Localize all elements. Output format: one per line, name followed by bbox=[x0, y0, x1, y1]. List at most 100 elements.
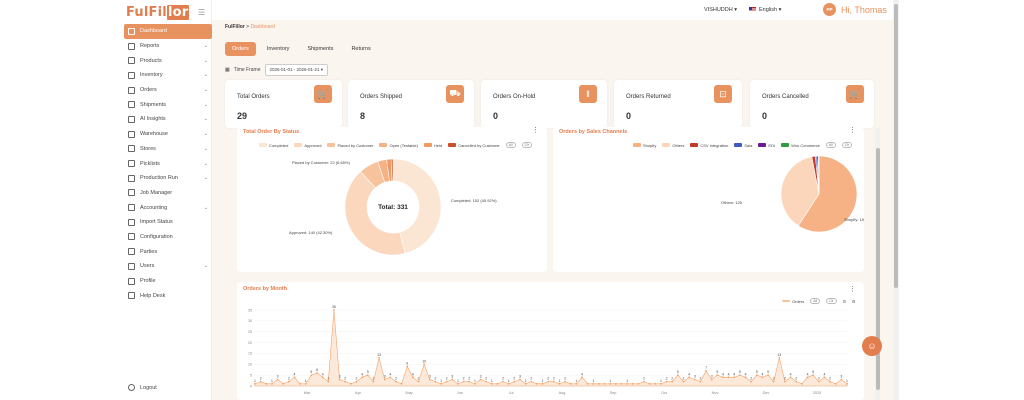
data-point[interactable] bbox=[383, 378, 386, 381]
breadcrumb-root[interactable]: FulFillor bbox=[225, 24, 245, 30]
data-point[interactable] bbox=[761, 376, 764, 379]
legend-item[interactable]: Others bbox=[662, 143, 684, 148]
data-point[interactable] bbox=[333, 309, 335, 311]
data-point[interactable] bbox=[338, 378, 341, 381]
data-point[interactable] bbox=[564, 380, 566, 383]
data-point[interactable] bbox=[496, 382, 499, 385]
more-options-icon[interactable]: ⋮ bbox=[849, 127, 856, 134]
data-point[interactable] bbox=[417, 380, 420, 383]
data-point[interactable] bbox=[654, 382, 657, 385]
data-point[interactable] bbox=[823, 376, 826, 379]
sidebar-item-ai-insights[interactable]: AI Insights ⌄ bbox=[124, 112, 212, 127]
card-orders-shipped[interactable]: Orders Shipped 8 ⛟ bbox=[348, 80, 474, 128]
data-point[interactable] bbox=[727, 376, 730, 379]
data-point[interactable] bbox=[502, 380, 504, 383]
data-point[interactable] bbox=[733, 376, 736, 379]
data-point[interactable] bbox=[722, 376, 724, 379]
data-point[interactable] bbox=[490, 382, 493, 385]
data-point[interactable] bbox=[660, 382, 662, 385]
data-point[interactable] bbox=[637, 382, 640, 385]
sidebar-item-stores[interactable]: Stores ⌄ bbox=[124, 142, 212, 157]
data-point[interactable] bbox=[411, 376, 414, 379]
data-point[interactable] bbox=[800, 382, 803, 385]
sidebar-item-shipments[interactable]: Shipments ⌄ bbox=[124, 97, 212, 112]
data-point[interactable] bbox=[688, 376, 691, 379]
data-point[interactable] bbox=[648, 382, 651, 385]
data-point[interactable] bbox=[547, 380, 550, 383]
data-point[interactable] bbox=[626, 382, 629, 385]
card-orders-returned[interactable]: Orders Returned 0 ⊡ bbox=[614, 80, 742, 128]
data-point[interactable] bbox=[299, 382, 302, 385]
legend-item[interactable]: Placed by Customer bbox=[327, 143, 373, 148]
data-point[interactable] bbox=[293, 376, 296, 379]
data-point[interactable] bbox=[614, 382, 617, 385]
data-point[interactable] bbox=[316, 372, 318, 374]
sidebar-item-import-status[interactable]: Import Status bbox=[124, 215, 212, 230]
card-orders-cancelled[interactable]: Orders Cancelled 0 🛒 bbox=[750, 80, 874, 128]
slice-others[interactable] bbox=[780, 156, 820, 227]
legend-item[interactable]: Shopify bbox=[633, 143, 656, 148]
data-point[interactable] bbox=[755, 374, 758, 377]
data-point[interactable] bbox=[254, 382, 256, 385]
legend-item[interactable]: Sala bbox=[734, 143, 752, 148]
data-point[interactable] bbox=[479, 378, 482, 381]
legend-item[interactable]: EDI bbox=[758, 143, 775, 148]
data-point[interactable] bbox=[304, 382, 307, 385]
card-total-orders[interactable]: Total Orders 29 🛒 bbox=[225, 80, 342, 128]
data-point[interactable] bbox=[507, 382, 510, 385]
data-point[interactable] bbox=[586, 382, 589, 385]
data-point[interactable] bbox=[569, 382, 572, 385]
data-point[interactable] bbox=[592, 382, 595, 385]
data-point[interactable] bbox=[778, 356, 781, 359]
data-point[interactable] bbox=[400, 382, 403, 385]
legend-item[interactable]: CSV integration bbox=[690, 143, 728, 148]
data-point[interactable] bbox=[361, 376, 364, 379]
content-scrollbar[interactable] bbox=[875, 128, 880, 400]
language-selector[interactable]: English ▾ bbox=[749, 7, 781, 13]
tab-orders[interactable]: Orders bbox=[225, 42, 256, 56]
page-scrollbar[interactable] bbox=[893, 0, 899, 400]
data-point[interactable] bbox=[276, 378, 279, 381]
more-options-icon[interactable]: ⋮ bbox=[849, 286, 856, 293]
avatar[interactable]: PP bbox=[823, 3, 836, 16]
sidebar-item-parties[interactable]: Parties bbox=[124, 244, 212, 259]
all-pill[interactable]: All bbox=[810, 298, 821, 304]
sidebar-item-profile[interactable]: Profile bbox=[124, 274, 212, 289]
data-point[interactable] bbox=[558, 382, 561, 385]
chatbot-icon[interactable]: ☺ bbox=[862, 336, 882, 356]
data-point[interactable] bbox=[428, 378, 431, 381]
data-point[interactable] bbox=[530, 380, 533, 383]
data-point[interactable] bbox=[676, 374, 679, 377]
data-point[interactable] bbox=[846, 382, 848, 385]
slice-approved[interactable] bbox=[344, 171, 406, 256]
zoom-icon[interactable]: ⊡ bbox=[842, 298, 846, 304]
data-point[interactable] bbox=[705, 369, 707, 372]
data-point[interactable] bbox=[271, 382, 273, 385]
brand-logo[interactable]: FulFillor bbox=[126, 5, 190, 20]
data-point[interactable] bbox=[395, 380, 397, 383]
data-point[interactable] bbox=[603, 382, 606, 385]
data-point[interactable] bbox=[349, 382, 352, 385]
sidebar-item-production-run[interactable]: Production Run ⌄ bbox=[124, 171, 212, 186]
data-point[interactable] bbox=[817, 380, 820, 383]
data-point[interactable] bbox=[682, 380, 685, 383]
data-point[interactable] bbox=[541, 382, 544, 385]
legend-item-orders[interactable]: Orders bbox=[782, 299, 804, 304]
data-point[interactable] bbox=[372, 380, 375, 383]
data-point[interactable] bbox=[834, 382, 837, 385]
data-point[interactable] bbox=[806, 376, 809, 379]
more-options-icon[interactable]: ⋮ bbox=[532, 127, 539, 134]
data-point[interactable] bbox=[473, 382, 476, 385]
data-point[interactable] bbox=[457, 382, 459, 385]
sidebar-item-inventory[interactable]: Inventory ⌄ bbox=[124, 68, 212, 83]
account-selector[interactable]: VISHUDDH ▾ bbox=[704, 7, 738, 13]
clear-pill[interactable]: Clr bbox=[841, 142, 853, 148]
reset-icon[interactable]: ⊟ bbox=[851, 298, 856, 304]
data-point[interactable] bbox=[671, 380, 674, 383]
data-point[interactable] bbox=[434, 380, 437, 383]
data-point[interactable] bbox=[795, 380, 798, 383]
data-point[interactable] bbox=[519, 378, 521, 381]
data-point[interactable] bbox=[513, 380, 516, 383]
sidebar-item-warehouse[interactable]: Warehouse ⌄ bbox=[124, 127, 212, 142]
legend-item[interactable]: Cancelled by Customer bbox=[448, 143, 500, 148]
